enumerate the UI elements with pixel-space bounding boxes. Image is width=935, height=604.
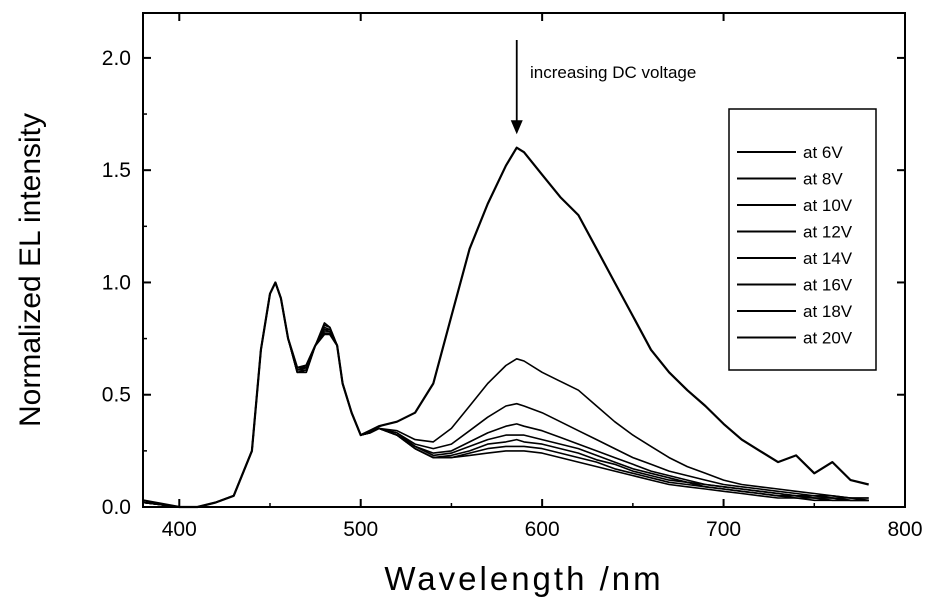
x-tick-label-400: 400	[162, 518, 197, 541]
legend-label-5: at 14V	[803, 249, 853, 268]
y-axis-title: Normalized EL intensity	[14, 113, 47, 427]
legend-label-4: at 12V	[803, 223, 853, 242]
y-tick-label-4: 2.0	[102, 47, 131, 70]
x-tick-label-800: 800	[887, 518, 922, 541]
legend-label-6: at 16V	[803, 276, 853, 295]
y-tick-label-0: 0.0	[102, 496, 131, 519]
legend-label-3: at 10V	[803, 196, 853, 215]
x-tick-label-700: 700	[706, 518, 741, 541]
legend: at 6V at 8V at 10V at 12V at 14V at 16V at 18V…	[729, 109, 876, 370]
legend-label-8: at 20V	[803, 329, 853, 348]
legend-label-7: at 18V	[803, 302, 853, 321]
x-axis-title: Wavelength /nm	[384, 560, 663, 597]
y-tick-label-1: 0.5	[102, 384, 131, 407]
y-tick-label-3: 1.5	[102, 159, 131, 182]
legend-label-2: at 8V	[803, 170, 843, 189]
annotation-text: increasing DC voltage	[530, 63, 696, 82]
legend-label-1: at 6V	[803, 143, 843, 162]
x-tick-label-600: 600	[525, 518, 560, 541]
y-tick-label-2: 1.0	[102, 271, 131, 294]
x-tick-label-500: 500	[343, 518, 378, 541]
